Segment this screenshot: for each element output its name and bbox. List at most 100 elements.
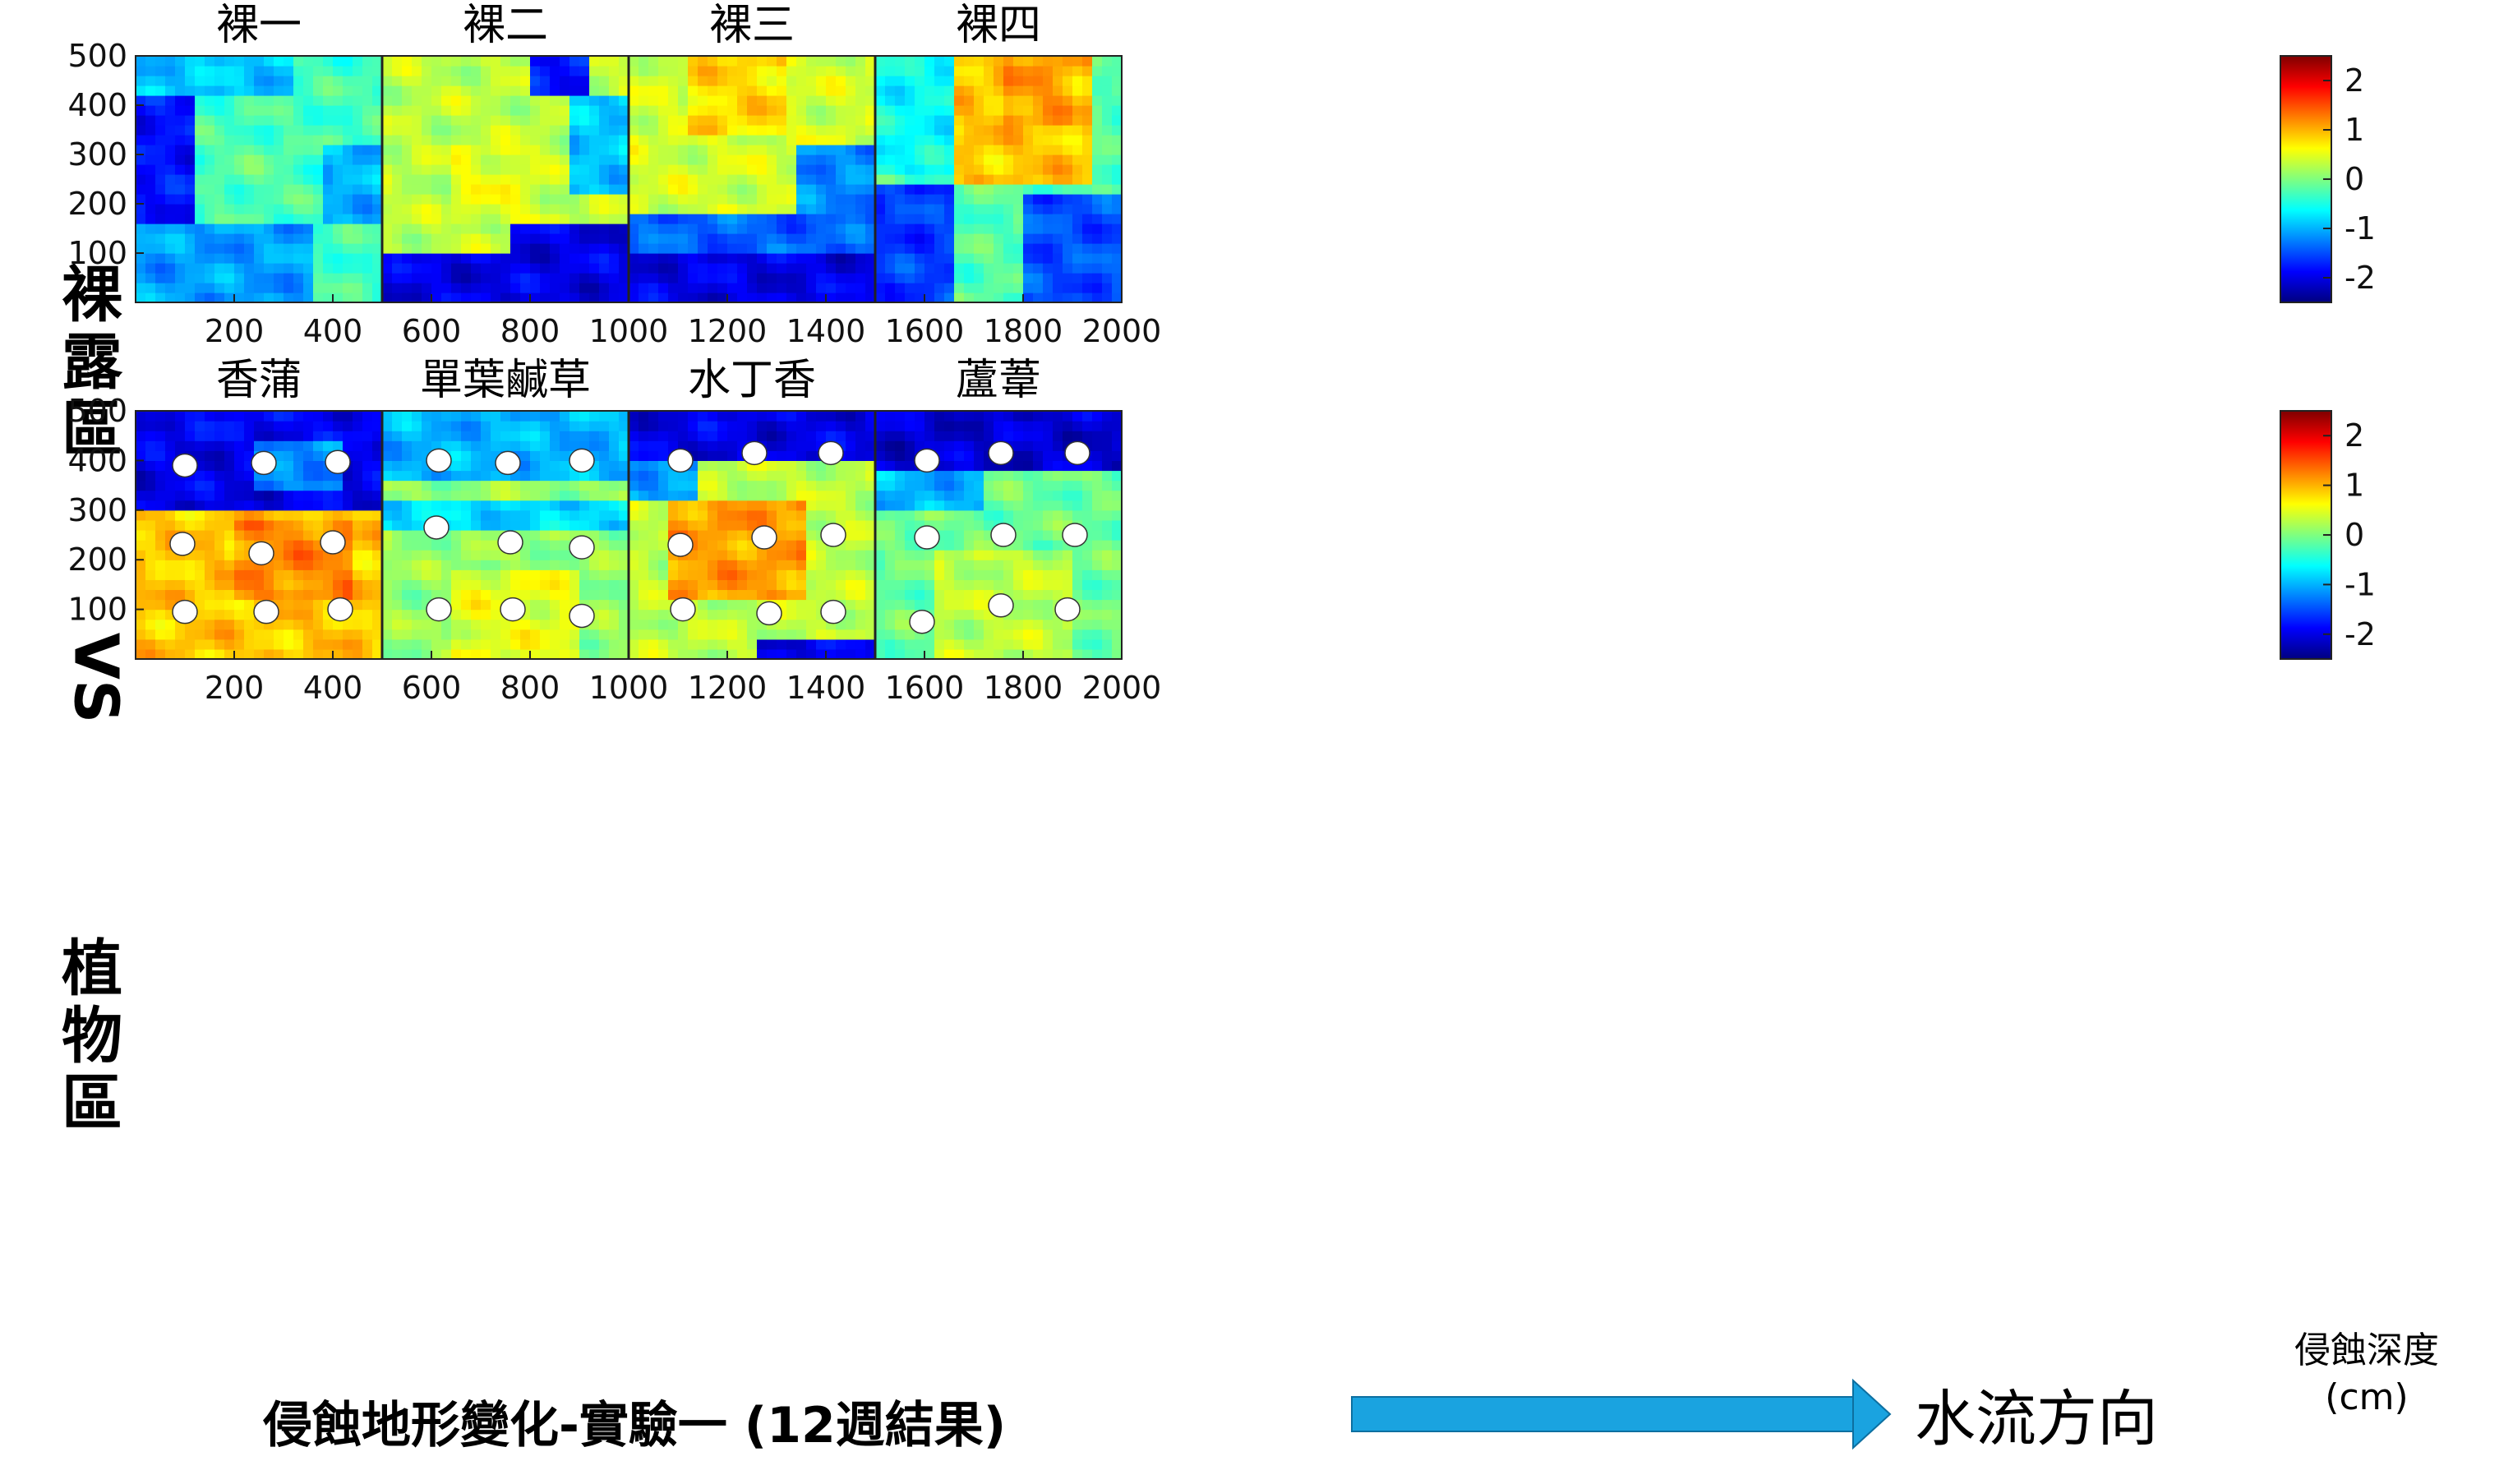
heat-cell bbox=[747, 599, 758, 611]
heat-cell bbox=[806, 95, 817, 106]
heat-cell bbox=[757, 411, 768, 422]
heat-cell bbox=[974, 560, 984, 570]
heat-cell bbox=[353, 66, 363, 76]
heat-cell bbox=[717, 154, 728, 165]
heat-cell bbox=[708, 224, 718, 234]
heat-cell bbox=[579, 95, 590, 106]
heat-cell bbox=[402, 490, 413, 501]
heat-cell bbox=[500, 589, 511, 601]
heat-cell bbox=[905, 540, 915, 551]
heat-cell bbox=[767, 431, 777, 441]
heat-cell bbox=[530, 431, 541, 441]
heat-cell bbox=[1072, 480, 1083, 491]
heat-cell bbox=[658, 550, 669, 560]
heat-cell bbox=[629, 105, 639, 116]
heat-cell bbox=[372, 115, 383, 126]
heat-cell bbox=[629, 421, 639, 431]
heat-cell bbox=[530, 174, 541, 185]
heat-cell bbox=[560, 540, 570, 551]
heat-cell bbox=[915, 579, 925, 591]
heat-cell bbox=[737, 125, 748, 136]
heat-cell bbox=[224, 204, 235, 214]
heat-cell bbox=[1023, 569, 1034, 580]
heat-cell bbox=[924, 164, 935, 175]
heat-cell bbox=[362, 233, 373, 244]
heat-cell bbox=[846, 115, 856, 126]
heat-cell bbox=[895, 194, 906, 205]
heat-cell bbox=[491, 509, 501, 521]
heat-cell bbox=[678, 204, 689, 214]
heat-cell bbox=[974, 431, 984, 441]
heat-cell bbox=[205, 550, 215, 560]
heat-cell bbox=[717, 164, 728, 175]
heat-cell bbox=[353, 125, 363, 136]
heat-cell bbox=[1063, 145, 1073, 155]
heat-cell bbox=[1112, 95, 1123, 106]
heat-cell bbox=[1092, 500, 1103, 511]
heat-cell bbox=[944, 599, 955, 611]
heat-cell bbox=[589, 283, 600, 293]
heat-cell bbox=[402, 519, 413, 531]
heat-cell bbox=[836, 76, 846, 86]
heat-cell bbox=[589, 233, 600, 244]
heat-cell bbox=[865, 273, 876, 283]
heat-cell bbox=[944, 214, 955, 224]
heat-cell bbox=[875, 76, 886, 86]
heat-cell bbox=[609, 629, 620, 640]
heat-cell bbox=[698, 214, 708, 224]
heat-cell bbox=[796, 480, 807, 491]
heat-cell bbox=[708, 450, 718, 461]
heat-cell bbox=[855, 66, 866, 76]
heat-cell bbox=[1013, 519, 1024, 531]
heat-cell bbox=[648, 470, 659, 482]
heat-cell bbox=[254, 233, 265, 244]
heat-cell bbox=[1072, 560, 1083, 570]
heat-cell bbox=[214, 214, 225, 224]
heat-cell bbox=[895, 243, 906, 254]
heat-cell bbox=[984, 648, 994, 660]
heat-cell bbox=[530, 421, 541, 431]
heat-cell bbox=[1102, 293, 1113, 303]
heat-cell bbox=[1092, 440, 1103, 451]
heat-cell bbox=[1043, 154, 1054, 165]
heat-cell bbox=[915, 85, 925, 96]
heat-cell bbox=[224, 579, 235, 591]
heat-cell bbox=[550, 569, 560, 580]
heat-cell bbox=[579, 154, 590, 165]
heat-cell bbox=[145, 450, 156, 461]
heat-cell bbox=[254, 440, 265, 451]
heat-cell bbox=[1003, 224, 1014, 234]
heat-cell bbox=[461, 56, 472, 67]
heat-cell bbox=[648, 460, 659, 472]
heat-cell bbox=[520, 273, 531, 283]
heat-cell bbox=[1033, 66, 1044, 76]
heat-cell bbox=[550, 273, 560, 283]
heat-cell bbox=[1013, 174, 1024, 185]
heat-cell bbox=[619, 56, 629, 67]
heat-cell bbox=[569, 273, 580, 283]
heat-cell bbox=[984, 550, 994, 560]
heat-cell bbox=[569, 95, 580, 106]
heat-cell bbox=[451, 95, 462, 106]
heat-cell bbox=[619, 273, 629, 283]
heat-cell bbox=[214, 263, 225, 274]
heat-cell bbox=[569, 164, 580, 175]
heat-cell bbox=[1102, 214, 1113, 224]
heat-cell bbox=[214, 560, 225, 570]
heat-cell bbox=[984, 164, 994, 175]
heat-cell bbox=[737, 56, 748, 67]
heat-cell bbox=[333, 194, 343, 205]
heat-cell bbox=[639, 609, 649, 620]
heat-cell bbox=[461, 440, 472, 451]
heat-cell bbox=[668, 560, 679, 570]
heat-cell bbox=[786, 85, 797, 96]
heat-cell bbox=[895, 95, 906, 106]
heat-cell bbox=[422, 145, 432, 155]
heat-cell bbox=[540, 619, 551, 630]
heat-cell bbox=[934, 431, 945, 441]
heat-cell bbox=[264, 509, 274, 521]
heat-cell bbox=[1003, 579, 1014, 591]
heat-cell bbox=[481, 56, 491, 67]
heat-cell bbox=[461, 599, 472, 611]
heat-cell bbox=[737, 540, 748, 551]
